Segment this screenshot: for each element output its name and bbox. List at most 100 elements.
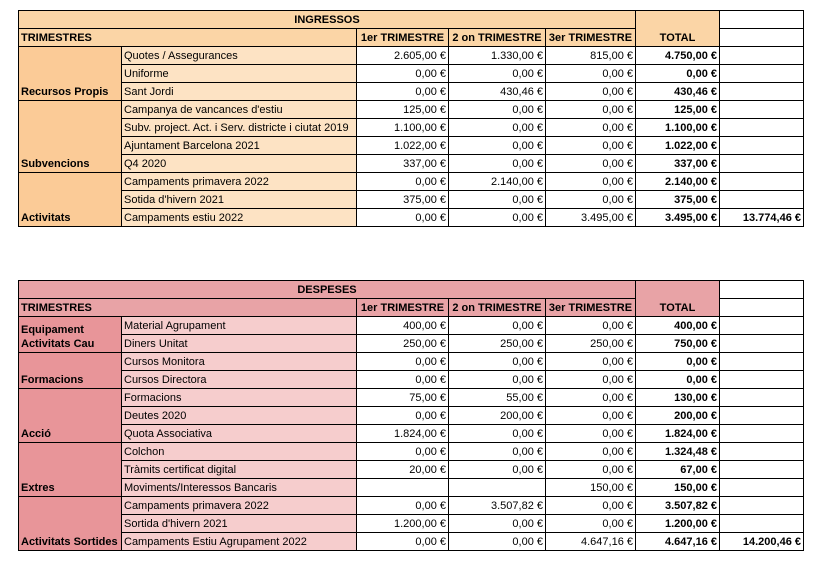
quarter-value: 0,00 € [545, 100, 636, 119]
category-label: Acció [18, 388, 122, 443]
row-total: 4.750,00 € [635, 46, 720, 65]
row-total: 1.022,00 € [635, 136, 720, 155]
quarter-value: 20,00 € [356, 460, 449, 479]
table-row: Activitats Campaments primavera 2022 0,00 … [18, 172, 804, 227]
item-label: Diners Unitat [121, 334, 357, 353]
quarter-value: 375,00 € [356, 190, 449, 209]
quarter-value: 0,00 € [356, 208, 449, 227]
quarter-value: 75,00 € [356, 388, 449, 407]
quarter-value: 337,00 € [356, 154, 449, 173]
category-label: Recursos Propis [18, 46, 122, 101]
item-label: Moviments/Interessos Bancaris [121, 478, 357, 497]
empty-cell [719, 190, 804, 209]
quarter-value: 0,00 € [356, 172, 449, 191]
empty-cell [719, 388, 804, 407]
item-label: Sant Jordi [121, 82, 357, 101]
empty-cell [719, 496, 804, 515]
quarter-value: 2.605,00 € [356, 46, 449, 65]
quarter-value: 0,00 € [545, 442, 636, 461]
row-total: 0,00 € [635, 64, 720, 83]
item-label: Quotes / Assegurances [121, 46, 357, 65]
empty-cell [719, 334, 804, 353]
quarter-value: 3.495,00 € [545, 208, 636, 227]
item-label: Sortida d'hivern 2021 [121, 514, 357, 533]
quarter-value: 400,00 € [356, 316, 449, 335]
item-label: Campaments Estiu Agrupament 2022 [121, 532, 357, 551]
category-label: Equipament Activitats Cau [18, 316, 122, 353]
quarter-value: 150,00 € [545, 478, 636, 497]
despeses-title: DESPESES [18, 280, 636, 299]
ingressos-column-header: 1er TRIMESTRE [356, 28, 449, 47]
quarter-value: 0,00 € [545, 388, 636, 407]
ingressos-table: INGRESSOS TOTAL TRIMESTRES 1er TRIMESTRE 2 o… [18, 10, 804, 227]
empty-cell [719, 478, 804, 497]
empty-cell [719, 46, 804, 65]
table-row: Sortida d'hivern 2021 1.200,00 €0,00 €0,0… [19, 514, 804, 533]
table-row: Sant Jordi 0,00 €430,46 €0,00 €430,46 € [19, 82, 804, 101]
row-total: 1.324,48 € [635, 442, 720, 461]
quarter-value: 0,00 € [356, 496, 449, 515]
table-row: Activitats Sortides Campaments primavera … [18, 496, 804, 551]
row-total: 750,00 € [635, 334, 720, 353]
quarter-value: 0,00 € [545, 316, 636, 335]
quarter-value: 815,00 € [545, 46, 636, 65]
despeses-trimestres-label: TRIMESTRES [18, 298, 357, 317]
table-row: Campaments estiu 2022 0,00 €0,00 €3.495,0… [19, 208, 804, 227]
empty-cell [719, 370, 804, 389]
table-row: Cursos Directora 0,00 €0,00 €0,00 €0,00 € [19, 370, 804, 389]
quarter-value: 1.200,00 € [356, 514, 449, 533]
empty-cell [719, 406, 804, 425]
empty-cell [719, 316, 804, 335]
empty-cell [719, 28, 804, 47]
quarter-value: 0,00 € [448, 316, 546, 335]
item-label: Campaments estiu 2022 [121, 208, 357, 227]
item-label: Subv. project. Act. i Serv. districte i … [121, 118, 357, 137]
quarter-value: 250,00 € [448, 334, 546, 353]
quarter-value: 0,00 € [448, 442, 546, 461]
quarter-value: 0,00 € [448, 424, 546, 443]
row-total: 2.140,00 € [635, 172, 720, 191]
quarter-value: 0,00 € [448, 514, 546, 533]
quarter-value: 200,00 € [448, 406, 546, 425]
quarter-value: 0,00 € [545, 172, 636, 191]
quarter-value: 0,00 € [356, 532, 449, 551]
quarter-value: 0,00 € [545, 496, 636, 515]
table-row: Subvencions Campanya de vancances d'estiu… [18, 100, 804, 173]
despeses-total-header: TOTAL [635, 280, 720, 317]
item-label: Formacions [121, 388, 357, 407]
quarter-value: 1.824,00 € [356, 424, 449, 443]
item-label: Campaments primavera 2022 [121, 496, 357, 515]
quarter-value: 0,00 € [448, 370, 546, 389]
table-row: Deutes 2020 0,00 €200,00 €0,00 €200,00 € [19, 406, 804, 425]
row-total: 125,00 € [635, 100, 720, 119]
despeses-grand-total: 14.200,46 € [719, 532, 804, 551]
quarter-value: 0,00 € [545, 370, 636, 389]
row-total: 67,00 € [635, 460, 720, 479]
quarter-value: 1.330,00 € [448, 46, 546, 65]
table-row: Uniforme 0,00 €0,00 €0,00 €0,00 € [19, 64, 804, 83]
quarter-value: 0,00 € [545, 154, 636, 173]
quarter-value: 1.100,00 € [356, 118, 449, 137]
empty-cell [719, 352, 804, 371]
row-total: 400,00 € [635, 316, 720, 335]
despeses-column-header-row: TRIMESTRES 1er TRIMESTRE 2 on TRIMESTRE 3er… [18, 298, 804, 317]
item-label: Campaments primavera 2022 [121, 172, 357, 191]
quarter-value: 0,00 € [356, 442, 449, 461]
empty-cell [719, 514, 804, 533]
category-label: Extres [18, 442, 122, 497]
table-row: Sotida d'hivern 2021 375,00 €0,00 €0,00 €… [19, 190, 804, 209]
category-label: Subvencions [18, 100, 122, 173]
quarter-value: 2.140,00 € [448, 172, 546, 191]
quarter-value [448, 478, 546, 497]
despeses-title-row: DESPESES TOTAL [18, 280, 804, 317]
item-label: Campanya de vancances d'estiu [121, 100, 357, 119]
empty-cell [719, 136, 804, 155]
table-row: Recursos Propis Quotes / Assegurances 2.60… [18, 46, 804, 101]
row-total: 3.495,00 € [635, 208, 720, 227]
empty-cell [719, 154, 804, 173]
quarter-value: 125,00 € [356, 100, 449, 119]
row-total: 200,00 € [635, 406, 720, 425]
table-row: Q4 2020 337,00 €0,00 €0,00 €337,00 € [19, 154, 804, 173]
item-label: Sotida d'hivern 2021 [121, 190, 357, 209]
quarter-value: 0,00 € [448, 352, 546, 371]
